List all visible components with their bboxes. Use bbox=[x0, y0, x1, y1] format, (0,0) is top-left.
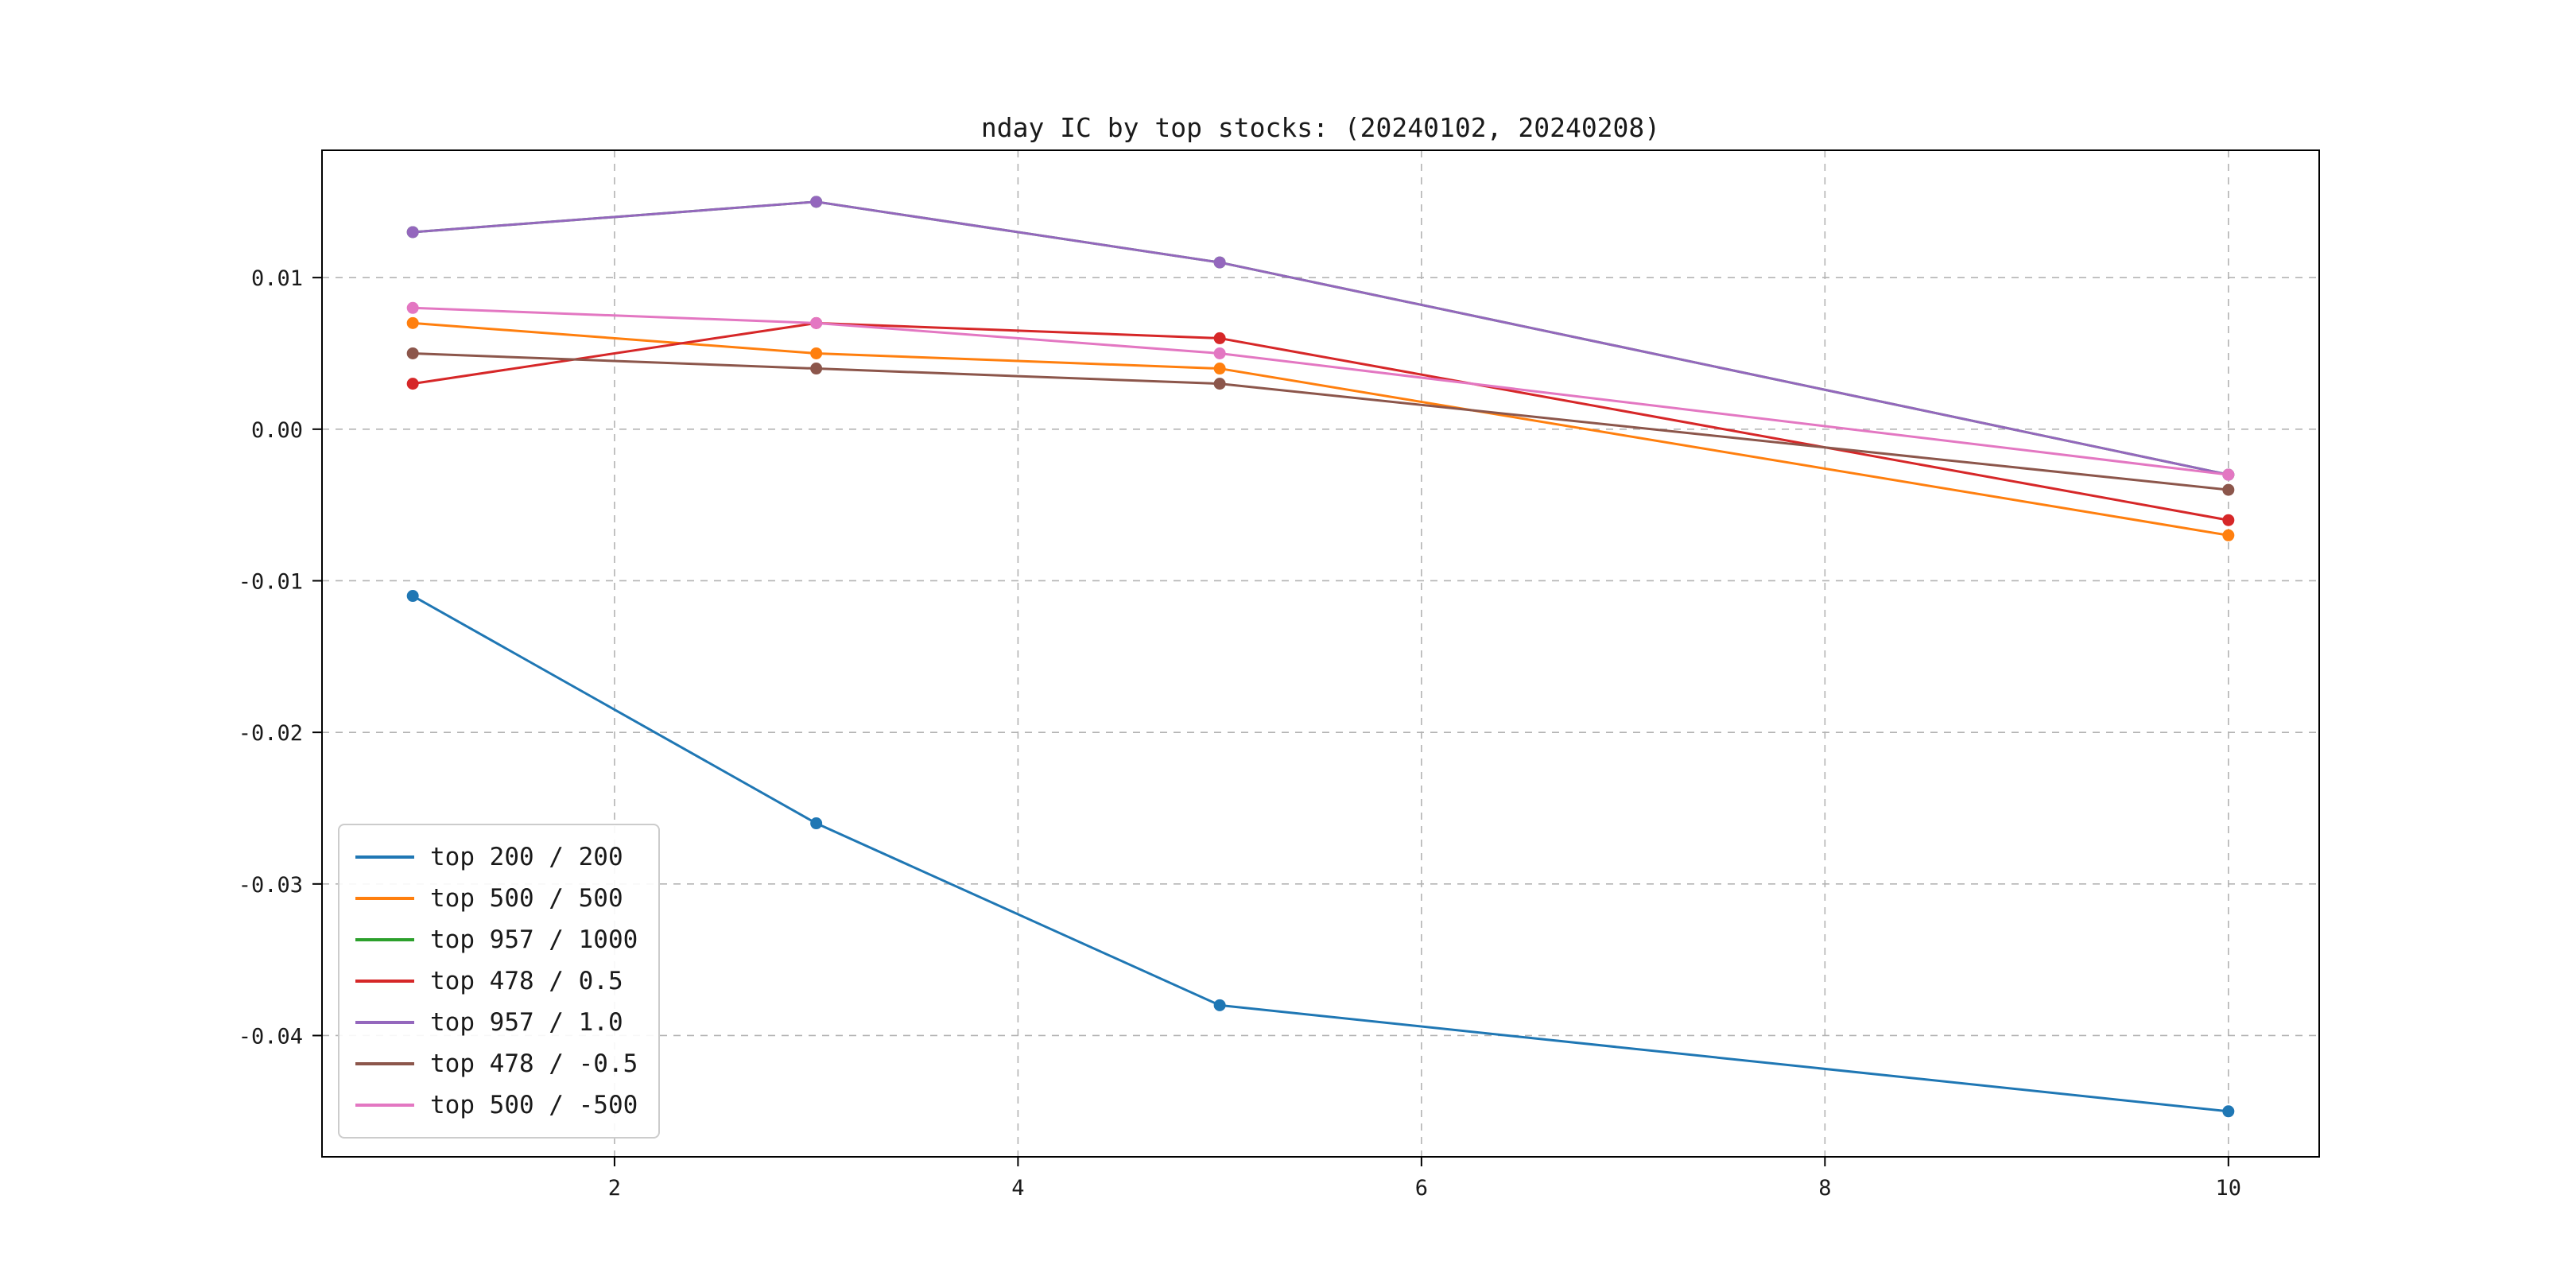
data-point bbox=[1213, 378, 1226, 390]
series-line-6 bbox=[411, 306, 2230, 476]
legend-label: top 957 / 1.0 bbox=[430, 1008, 623, 1037]
series-line-2 bbox=[411, 200, 2230, 476]
legend-label: top 478 / 0.5 bbox=[430, 967, 623, 995]
data-point bbox=[406, 226, 419, 239]
legend-swatch bbox=[355, 980, 414, 983]
data-point bbox=[406, 590, 419, 603]
x-tick-label: 8 bbox=[1818, 1176, 1831, 1201]
y-tick-label: 0.01 bbox=[251, 266, 303, 291]
legend-swatch bbox=[355, 1062, 414, 1065]
y-tick-label: -0.03 bbox=[239, 873, 303, 898]
data-point bbox=[406, 301, 419, 314]
data-point bbox=[1213, 363, 1226, 375]
series-line-0 bbox=[411, 595, 2230, 1113]
legend-label: top 200 / 200 bbox=[430, 843, 623, 871]
legend: top 200 / 200 top 500 / 500 top 957 / 1000… bbox=[338, 824, 661, 1139]
series-line-4 bbox=[411, 200, 2230, 476]
data-point bbox=[406, 316, 419, 329]
data-point bbox=[1213, 256, 1226, 269]
series-line-1 bbox=[411, 321, 2230, 537]
y-tick-label: 0.00 bbox=[251, 418, 303, 443]
legend-item: top 478 / -0.5 bbox=[355, 1043, 638, 1084]
x-tick-label: 10 bbox=[2216, 1176, 2242, 1201]
data-point bbox=[810, 196, 823, 208]
legend-label: top 478 / -0.5 bbox=[430, 1049, 638, 1078]
legend-item: top 478 / 0.5 bbox=[355, 960, 638, 1002]
axis-layer: 2 4 6 8 10 0.01 0.00 -0.01 -0.02 -0.03 -0.04 bbox=[239, 149, 2320, 1201]
data-point bbox=[2222, 1105, 2235, 1118]
data-point bbox=[2222, 468, 2235, 481]
y-tick-label: -0.01 bbox=[239, 569, 303, 594]
data-point bbox=[406, 347, 419, 359]
data-point bbox=[810, 316, 823, 329]
x-tick-label: 6 bbox=[1415, 1176, 1428, 1201]
data-point bbox=[1213, 999, 1226, 1011]
data-point bbox=[1213, 347, 1226, 359]
legend-item: top 500 / -500 bbox=[355, 1084, 638, 1126]
series-line-3 bbox=[411, 321, 2230, 522]
legend-label: top 500 / -500 bbox=[430, 1091, 638, 1119]
y-tick-label: -0.04 bbox=[239, 1024, 303, 1049]
legend-item: top 957 / 1000 bbox=[355, 919, 638, 960]
series-line-5 bbox=[411, 351, 2230, 491]
data-point bbox=[2222, 483, 2235, 496]
y-tick-label: -0.02 bbox=[239, 721, 303, 746]
legend-swatch bbox=[355, 938, 414, 941]
data-point bbox=[2222, 514, 2235, 526]
legend-item: top 500 / 500 bbox=[355, 878, 638, 919]
data-point bbox=[810, 347, 823, 359]
x-tick-label: 4 bbox=[1011, 1176, 1024, 1201]
x-tick-label: 2 bbox=[608, 1176, 621, 1201]
legend-swatch bbox=[355, 855, 414, 859]
data-point bbox=[406, 378, 419, 390]
legend-label: top 500 / 500 bbox=[430, 884, 623, 913]
data-point bbox=[2222, 529, 2235, 541]
series-layer bbox=[406, 196, 2235, 1118]
legend-swatch bbox=[355, 897, 414, 900]
data-point bbox=[1213, 332, 1226, 344]
chart-title: nday IC by top stocks: (20240102, 202402… bbox=[981, 112, 1660, 143]
grid-layer bbox=[322, 150, 2319, 1157]
legend-swatch bbox=[355, 1021, 414, 1024]
legend-swatch bbox=[355, 1104, 414, 1107]
legend-label: top 957 / 1000 bbox=[430, 925, 638, 954]
legend-item: top 200 / 200 bbox=[355, 836, 638, 878]
data-point bbox=[810, 817, 823, 830]
plot-border bbox=[321, 149, 2320, 1158]
data-point bbox=[810, 363, 823, 375]
legend-item: top 957 / 1.0 bbox=[355, 1002, 638, 1043]
